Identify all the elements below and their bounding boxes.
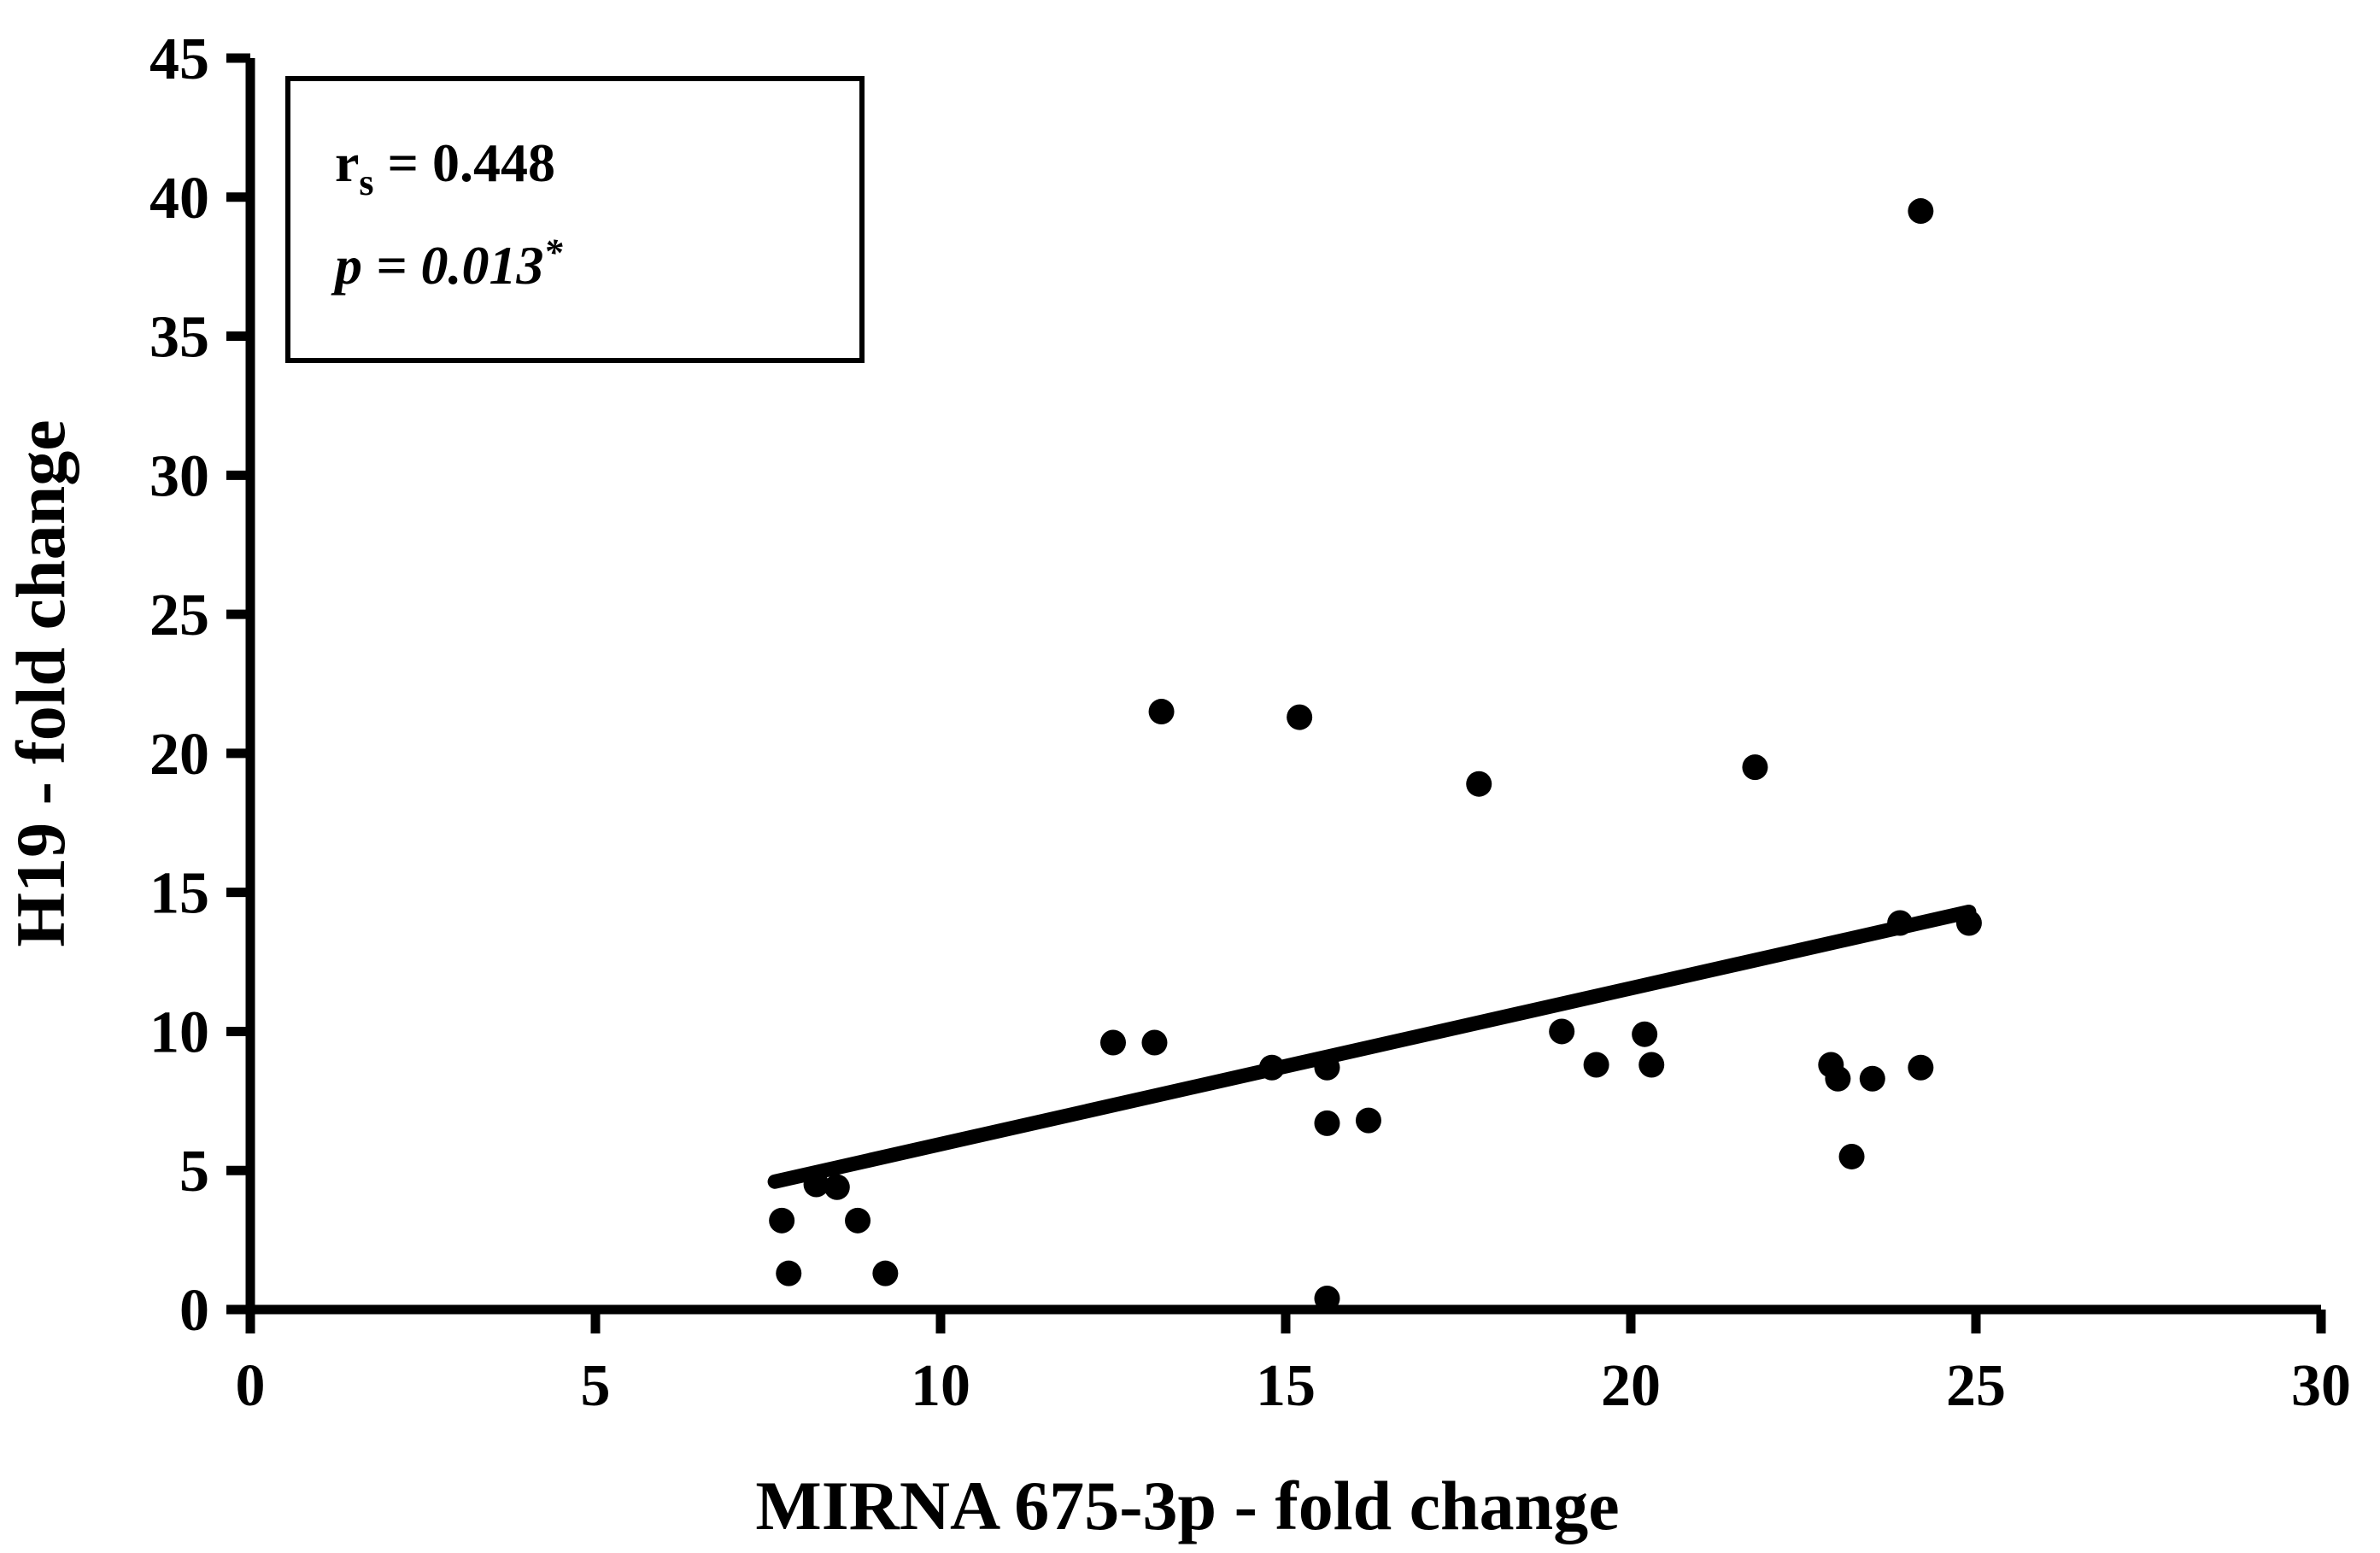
y-axis-title: H19 - fold change — [2, 419, 79, 946]
data-point — [824, 1174, 850, 1200]
data-point — [803, 1171, 829, 1198]
y-tick-label: 35 — [149, 305, 209, 371]
x-tick-label: 0 — [236, 1353, 266, 1419]
y-tick-label: 5 — [179, 1139, 209, 1204]
data-point — [1314, 1285, 1340, 1311]
data-point — [1287, 704, 1313, 730]
data-point — [1100, 1029, 1126, 1056]
data-point — [1742, 754, 1768, 781]
axis-ticks — [226, 53, 2326, 1333]
data-point — [1632, 1021, 1658, 1047]
data-points — [769, 198, 1982, 1311]
y-tick-label: 25 — [149, 583, 209, 648]
data-point — [1887, 910, 1914, 936]
data-point — [1466, 771, 1492, 797]
y-tick-label: 0 — [179, 1278, 209, 1344]
data-point — [1908, 198, 1934, 225]
data-point — [1859, 1065, 1885, 1092]
data-point — [1148, 699, 1175, 725]
y-tick-label: 40 — [149, 166, 209, 231]
x-tick-label: 10 — [911, 1353, 970, 1419]
data-point — [1838, 1143, 1865, 1169]
data-point — [769, 1207, 795, 1234]
data-point — [1314, 1054, 1340, 1081]
y-tick-label: 45 — [149, 26, 209, 92]
p-value-text: p = 0.013* — [331, 231, 563, 296]
data-point — [1141, 1029, 1168, 1056]
data-point — [1583, 1052, 1609, 1078]
r-value-text: rs = 0.448 — [335, 132, 555, 203]
x-axis-title: MIRNA 675-3p - fold change — [755, 1467, 1619, 1544]
data-point — [1314, 1110, 1340, 1136]
data-point — [1908, 1054, 1934, 1081]
stats-annotation-box: rs = 0.448 p = 0.013* — [285, 76, 865, 363]
y-tick-label: 20 — [149, 722, 209, 788]
x-tick-label: 25 — [1946, 1353, 2006, 1419]
data-point — [1258, 1054, 1285, 1081]
y-tick-label: 30 — [149, 443, 209, 509]
x-tick-label: 5 — [581, 1353, 611, 1419]
x-tick-label: 15 — [1256, 1353, 1316, 1419]
x-tick-label: 20 — [1601, 1353, 1661, 1419]
data-point — [1355, 1107, 1381, 1134]
annotation-border — [285, 76, 865, 363]
trend-line — [767, 904, 1977, 1189]
data-point — [776, 1260, 802, 1286]
data-point — [1638, 1052, 1665, 1078]
y-tick-label: 15 — [149, 861, 209, 927]
data-point — [872, 1260, 899, 1286]
data-point — [1549, 1018, 1575, 1045]
y-tick-label: 10 — [149, 999, 209, 1065]
data-point — [1825, 1065, 1851, 1092]
data-point — [1955, 910, 1982, 936]
data-point — [845, 1207, 871, 1234]
axis-tick-labels: 0 5 10 15 20 25 30 0 5 10 15 20 25 30 35 40 45 — [149, 26, 2351, 1419]
x-tick-label: 30 — [2291, 1353, 2351, 1419]
